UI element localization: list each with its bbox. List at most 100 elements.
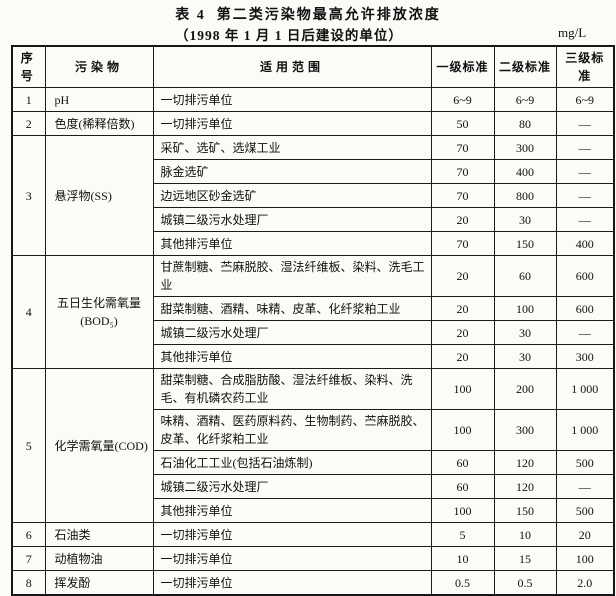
limit-level1-cell: 70 bbox=[430, 231, 495, 256]
row-number-cell: 6 bbox=[11, 522, 46, 547]
limit-level2-cell: 300 bbox=[493, 135, 557, 160]
pollutant-cell: 五日生化需氧量 (BOD₅) bbox=[44, 255, 154, 369]
unit-label: mg/L bbox=[558, 25, 587, 40]
limit-level1-cell: 60 bbox=[430, 474, 495, 499]
limit-level2-cell: 200 bbox=[493, 368, 557, 410]
pollutant-cell: 挥发酚 bbox=[44, 570, 154, 596]
limit-level2-cell: 100 bbox=[493, 296, 557, 321]
table-row: 4 五日生化需氧量 (BOD₅) 甘蔗制糖、苎麻脱胶、湿法纤维板、染料、洗毛工业 20 6… bbox=[11, 255, 615, 369]
limit-level2-cell: 30 bbox=[493, 344, 557, 369]
limit-level3-cell: 300 bbox=[555, 344, 615, 369]
scope-cell: 一切排污单位 bbox=[152, 546, 432, 571]
table-header-row: 序号 污染物 适用范围 一级标准 二级标准 三级标准 bbox=[11, 45, 615, 88]
table-row: 3 悬浮物(SS) 采矿、选矿、选煤工业 70 300— bbox=[11, 135, 615, 256]
row-number-cell: 8 bbox=[11, 570, 46, 596]
limit-level3-cell: — bbox=[555, 111, 615, 136]
scope-cell: 城镇二级污水处理厂 bbox=[152, 320, 432, 345]
table-row: 5 化学需氧量(COD) 甜菜制糖、合成脂肪酸、湿法纤维板、染料、洗毛、有机磷农药工… bbox=[11, 368, 615, 523]
limit-level3-cell: 400 bbox=[555, 231, 615, 256]
limit-level3-cell: — bbox=[555, 207, 615, 232]
pollutant-name: pH bbox=[54, 92, 70, 107]
limit-level1-cell: 20 bbox=[430, 255, 495, 297]
limit-level3-cell: — bbox=[555, 159, 615, 184]
scope-cell: 一切排污单位 bbox=[152, 522, 432, 547]
scope-cell: 采矿、选矿、选煤工业 bbox=[152, 135, 432, 160]
limit-level1-cell: 20 bbox=[430, 296, 495, 321]
limit-level1-cell: 6~9 bbox=[430, 87, 495, 112]
row-number-cell: 2 bbox=[11, 111, 46, 136]
pollutant-cell: 动植物油 bbox=[44, 546, 154, 571]
limit-level3-cell: 600 bbox=[555, 255, 615, 297]
scope-cell: 脉金选矿 bbox=[152, 159, 432, 184]
pollutant-name: 五日生化需氧量 bbox=[56, 296, 141, 310]
scope-cell: 甜菜制糖、合成脂肪酸、湿法纤维板、染料、洗毛、有机磷农药工业 bbox=[152, 368, 432, 410]
limit-level2-cell: 6~9 bbox=[493, 87, 557, 112]
limit-level3-cell: 1 000 bbox=[555, 409, 615, 451]
scope-cell: 一切排污单位 bbox=[152, 570, 432, 596]
limit-level1-cell: 100 bbox=[430, 409, 495, 451]
limit-level3-cell: — bbox=[555, 474, 615, 499]
pollutant-name: 悬浮物(SS) bbox=[54, 188, 112, 203]
table-row: 石油化工工业(包括石油炼制) 60 120 500 bbox=[12, 450, 615, 475]
limit-level1-cell: 100 bbox=[430, 498, 495, 523]
pollutant-limits-table: 序号 污染物 适用范围 一级标准 二级标准 三级标准 1 pH 一切排污单位 6~9 6~9 6~9… bbox=[11, 45, 615, 596]
row-number-cell: 4 bbox=[11, 255, 46, 369]
table-row: 城镇二级污水处理厂 20 30— bbox=[12, 207, 615, 232]
limit-level1-cell: 20 bbox=[430, 320, 495, 345]
table-row: 甜菜制糖、酒精、味精、皮革、化纤浆粕工业 20 100 600 bbox=[12, 296, 615, 321]
limit-level1-cell: 5 bbox=[430, 522, 495, 547]
limit-level3-cell: — bbox=[555, 320, 615, 345]
limit-level3-cell: 2.0 bbox=[555, 570, 615, 596]
pollutant-cell: 悬浮物(SS) bbox=[44, 135, 154, 256]
scope-cell: 其他排污单位 bbox=[152, 344, 432, 369]
table-title: 表 4 第二类污染物最高允许排放浓度 bbox=[175, 8, 441, 23]
limit-level1-cell: 70 bbox=[430, 183, 495, 208]
limit-level2-cell: 120 bbox=[493, 450, 557, 475]
limit-level2-cell: 0.5 bbox=[493, 570, 557, 596]
limit-level2-cell: 300 bbox=[493, 409, 557, 451]
column-header: 三级标准 bbox=[555, 45, 615, 88]
table-row: 味精、酒精、医药原料药、生物制药、苎麻脱胶、皮革、化纤浆粕工业 100 300 1 0… bbox=[12, 409, 615, 451]
scope-cell: 甘蔗制糖、苎麻脱胶、湿法纤维板、染料、洗毛工业 bbox=[152, 255, 432, 297]
limit-level2-cell: 800 bbox=[493, 183, 557, 208]
scope-cell: 其他排污单位 bbox=[152, 231, 432, 256]
limit-level2-cell: 80 bbox=[493, 111, 557, 136]
scope-cell: 一切排污单位 bbox=[152, 87, 432, 112]
limit-level2-cell: 120 bbox=[493, 474, 557, 499]
pollutant-name: 动植物油 bbox=[54, 551, 103, 566]
pollutant-cell: 石油类 bbox=[44, 522, 154, 547]
limit-level3-cell: 100 bbox=[555, 546, 615, 571]
scope-cell: 味精、酒精、医药原料药、生物制药、苎麻脱胶、皮革、化纤浆粕工业 bbox=[152, 409, 432, 451]
scope-cell: 边远地区砂金选矿 bbox=[152, 183, 432, 208]
limit-level1-cell: 50 bbox=[430, 111, 495, 136]
table-row: 城镇二级污水处理厂 60 120— bbox=[12, 474, 615, 499]
limit-level3-cell: — bbox=[555, 183, 615, 208]
limit-level3-cell: 1 000 bbox=[555, 368, 615, 410]
limit-level1-cell: 70 bbox=[430, 135, 495, 160]
column-header: 序号 bbox=[11, 45, 46, 88]
limit-level1-cell: 10 bbox=[430, 546, 495, 571]
limit-level3-cell: 500 bbox=[555, 498, 615, 523]
pollutant-cell: 化学需氧量(COD) bbox=[44, 368, 154, 523]
limit-level1-cell: 70 bbox=[430, 159, 495, 184]
limit-level3-cell: 20 bbox=[555, 522, 615, 547]
limit-level2-cell: 150 bbox=[493, 498, 557, 523]
table-subtitle: （1998 年 1 月 1 日后建设的单位） bbox=[175, 28, 403, 43]
limit-level2-cell: 10 bbox=[493, 522, 557, 547]
table-row: 8 挥发酚 一切排污单位 0.5 0.5 2.0 bbox=[11, 570, 615, 596]
limit-level2-cell: 30 bbox=[493, 207, 557, 232]
pollutant-name: (BOD₅) bbox=[80, 314, 118, 328]
row-number-cell: 1 bbox=[11, 87, 46, 112]
scope-cell: 城镇二级污水处理厂 bbox=[152, 207, 432, 232]
limit-level2-cell: 30 bbox=[493, 320, 557, 345]
limit-level3-cell: 600 bbox=[555, 296, 615, 321]
limit-level2-cell: 60 bbox=[493, 255, 557, 297]
limit-level3-cell: — bbox=[555, 135, 615, 160]
limit-level3-cell: 500 bbox=[555, 450, 615, 475]
column-header: 适用范围 bbox=[152, 45, 432, 88]
row-number-cell: 5 bbox=[11, 368, 46, 523]
pollutant-name: 色度(稀释倍数) bbox=[54, 116, 135, 131]
row-number-cell: 7 bbox=[11, 546, 46, 571]
scope-cell: 甜菜制糖、酒精、味精、皮革、化纤浆粕工业 bbox=[152, 296, 432, 321]
scope-cell: 其他排污单位 bbox=[152, 498, 432, 523]
